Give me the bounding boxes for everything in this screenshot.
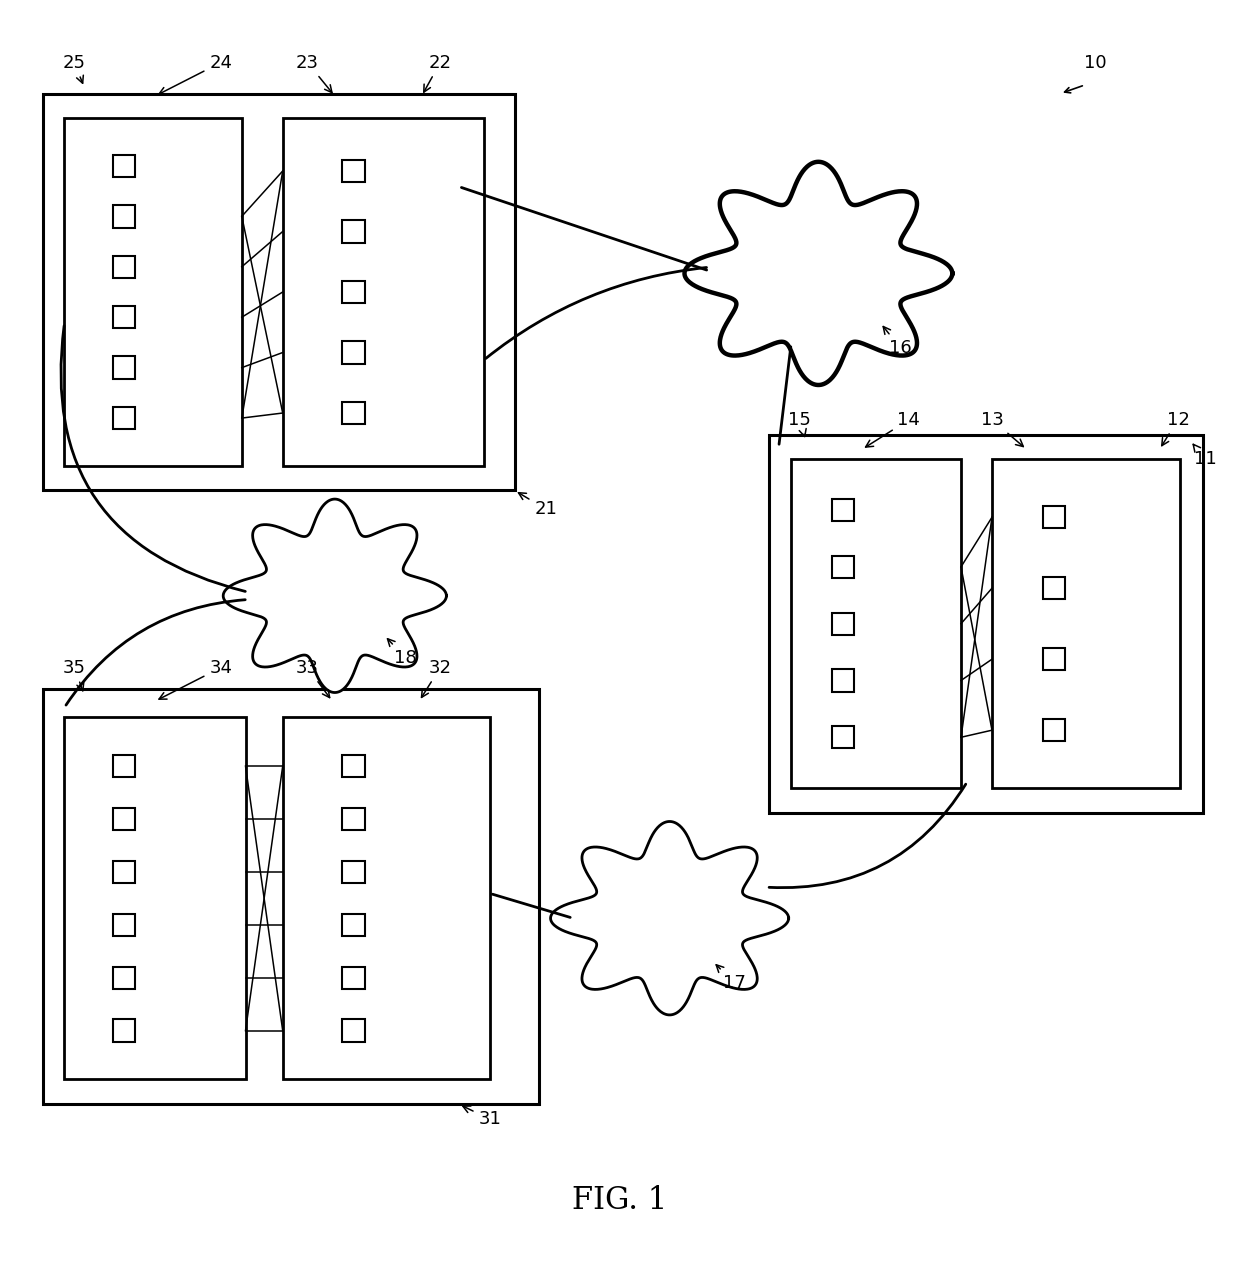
Bar xyxy=(113,154,135,177)
Text: 21: 21 xyxy=(518,492,557,518)
Bar xyxy=(283,119,484,466)
Text: 34: 34 xyxy=(159,658,232,699)
Bar xyxy=(113,256,135,279)
Text: 22: 22 xyxy=(424,53,451,92)
Text: 17: 17 xyxy=(717,965,745,991)
Bar xyxy=(342,755,365,777)
Bar xyxy=(113,808,135,830)
Text: 23: 23 xyxy=(296,53,332,92)
Bar xyxy=(1043,719,1065,742)
Bar xyxy=(832,499,854,522)
Bar xyxy=(342,861,365,884)
Bar xyxy=(113,1019,135,1042)
Bar xyxy=(832,613,854,634)
Bar xyxy=(832,556,854,579)
Bar xyxy=(283,718,490,1080)
Bar xyxy=(342,401,365,424)
Polygon shape xyxy=(551,822,789,1015)
Text: 32: 32 xyxy=(422,658,451,698)
Bar xyxy=(832,670,854,691)
Bar xyxy=(113,914,135,936)
Text: 13: 13 xyxy=(981,410,1023,447)
Bar xyxy=(342,914,365,936)
Text: 31: 31 xyxy=(463,1106,501,1128)
Bar xyxy=(342,342,365,363)
Bar xyxy=(113,966,135,989)
Text: 10: 10 xyxy=(1084,53,1106,72)
Text: 25: 25 xyxy=(63,53,86,84)
Bar xyxy=(43,689,539,1104)
Polygon shape xyxy=(223,499,446,693)
Text: FIG. 1: FIG. 1 xyxy=(573,1185,667,1217)
Text: 16: 16 xyxy=(883,327,911,357)
Bar xyxy=(113,755,135,777)
Bar xyxy=(342,966,365,989)
Polygon shape xyxy=(684,162,952,385)
Bar xyxy=(342,1019,365,1042)
Text: 33: 33 xyxy=(296,658,330,698)
Text: 11: 11 xyxy=(1193,444,1216,468)
Bar xyxy=(342,160,365,182)
Bar xyxy=(113,357,135,379)
Bar xyxy=(342,808,365,830)
Bar xyxy=(791,460,961,787)
Bar xyxy=(992,460,1180,787)
Text: 24: 24 xyxy=(159,53,232,94)
Bar xyxy=(832,727,854,748)
Text: 18: 18 xyxy=(387,639,417,667)
Bar xyxy=(1043,648,1065,671)
Bar xyxy=(1043,506,1065,528)
Bar xyxy=(113,306,135,328)
Bar xyxy=(113,861,135,884)
Bar xyxy=(1043,577,1065,599)
Bar xyxy=(64,119,242,466)
Text: 12: 12 xyxy=(1162,410,1189,446)
Text: 15: 15 xyxy=(789,410,811,437)
Bar xyxy=(342,281,365,303)
Bar xyxy=(64,718,246,1080)
Text: 14: 14 xyxy=(866,410,920,447)
Text: 35: 35 xyxy=(63,658,86,691)
Bar xyxy=(43,94,515,490)
Bar xyxy=(769,434,1203,813)
Bar xyxy=(113,406,135,429)
Bar xyxy=(113,205,135,228)
Bar xyxy=(342,220,365,243)
